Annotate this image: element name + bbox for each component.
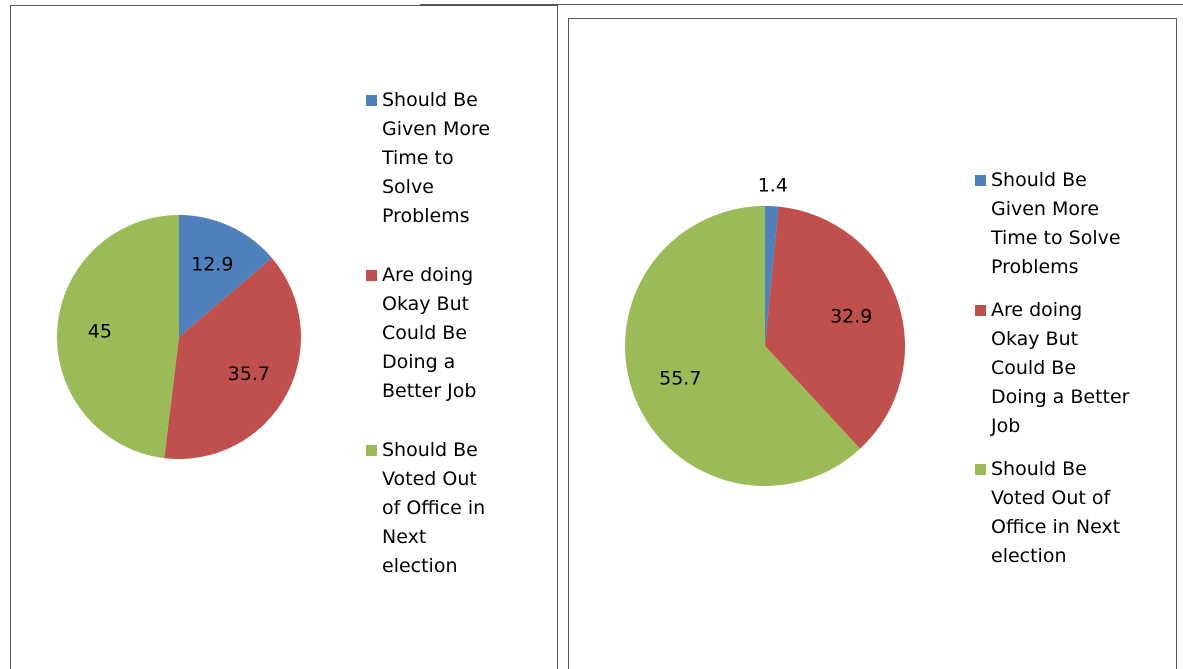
legend-item: Should Be Voted Out of Office in Next el… — [975, 455, 1135, 571]
legend-label: Are doing Okay But Could Be Doing a Bett… — [991, 299, 1130, 437]
legend-swatch — [366, 95, 377, 106]
legend-label: Should Be Given More Time to Solve Probl… — [991, 169, 1121, 278]
legend-label: Are doing Okay But Could Be Doing a Bett… — [382, 264, 477, 402]
pie-slice — [57, 215, 179, 459]
legend-item: Should Be Given More Time to Solve Probl… — [366, 86, 501, 231]
legend-label: Should Be Voted Out of Office in Next el… — [382, 439, 486, 577]
chart-panel — [10, 5, 558, 669]
legend: Should Be Given More Time to Solve Probl… — [975, 166, 1135, 571]
legend-item: Should Be Voted Out of Office in Next el… — [366, 436, 501, 581]
legend-swatch — [975, 464, 986, 475]
legend-item: Should Be Given More Time to Solve Probl… — [975, 166, 1135, 282]
data-label: 32.9 — [830, 305, 872, 327]
legend-item: Are doing Okay But Could Be Doing a Bett… — [366, 261, 501, 406]
data-label: 1.4 — [758, 175, 788, 197]
data-label: 12.9 — [191, 254, 233, 276]
pie-slice — [765, 206, 779, 346]
pie-slice — [179, 215, 272, 337]
legend-swatch — [975, 305, 986, 316]
legend: Should Be Given More Time to Solve Probl… — [366, 86, 501, 581]
data-label: 45 — [88, 321, 112, 343]
legend-swatch — [975, 175, 986, 186]
data-label: 55.7 — [659, 368, 701, 390]
data-label: 35.7 — [228, 363, 270, 385]
legend-swatch — [366, 270, 377, 281]
legend-label: Should Be Voted Out of Office in Next el… — [991, 458, 1121, 567]
legend-swatch — [366, 445, 377, 456]
legend-item: Are doing Okay But Could Be Doing a Bett… — [975, 296, 1135, 441]
pie-slice — [624, 206, 861, 487]
pie-slice — [164, 257, 301, 459]
chart-panel — [568, 18, 1177, 669]
legend-label: Should Be Given More Time to Solve Probl… — [382, 89, 491, 227]
pie-slice — [765, 206, 905, 449]
top-rule — [420, 4, 1183, 5]
